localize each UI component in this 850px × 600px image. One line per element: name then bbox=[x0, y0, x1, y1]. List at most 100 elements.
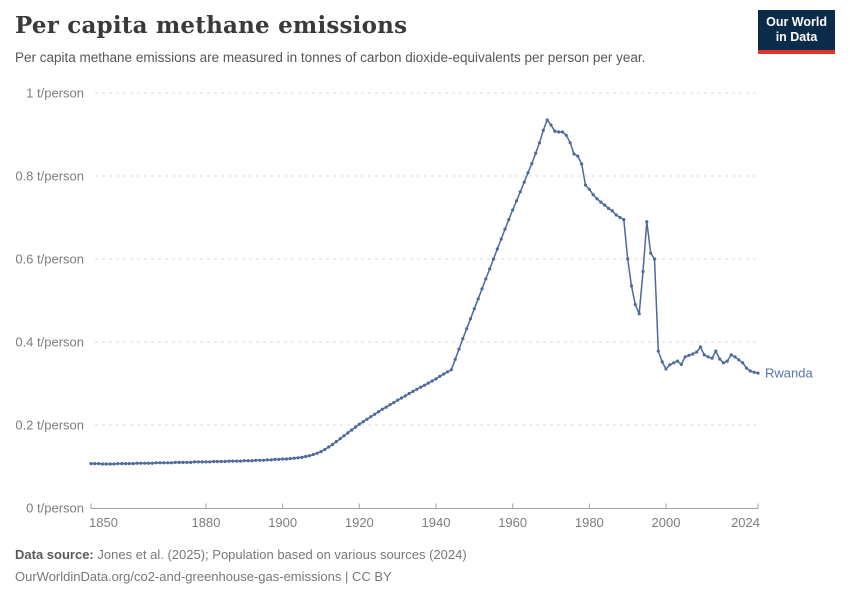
data-point[interactable] bbox=[672, 361, 676, 365]
data-point[interactable] bbox=[146, 461, 151, 465]
data-point[interactable] bbox=[641, 269, 645, 274]
data-point[interactable] bbox=[442, 372, 446, 376]
data-point[interactable] bbox=[603, 203, 607, 207]
data-point[interactable] bbox=[522, 180, 526, 184]
data-point[interactable] bbox=[541, 128, 545, 132]
data-point[interactable] bbox=[380, 407, 384, 411]
data-point[interactable] bbox=[476, 297, 480, 301]
data-point[interactable] bbox=[265, 458, 269, 462]
data-point[interactable] bbox=[143, 461, 147, 465]
data-point[interactable] bbox=[511, 208, 515, 212]
data-point[interactable] bbox=[357, 422, 361, 426]
data-point[interactable] bbox=[633, 303, 637, 307]
data-point[interactable] bbox=[480, 287, 484, 291]
data-point[interactable] bbox=[284, 457, 289, 461]
data-point[interactable] bbox=[698, 345, 703, 349]
data-point[interactable] bbox=[288, 457, 292, 461]
data-point[interactable] bbox=[668, 363, 672, 367]
owid-logo[interactable]: Our World in Data bbox=[758, 10, 835, 54]
data-point[interactable] bbox=[461, 337, 465, 341]
data-point[interactable] bbox=[449, 368, 453, 372]
series-dots-rwanda[interactable] bbox=[89, 118, 760, 466]
data-point[interactable] bbox=[346, 431, 350, 435]
data-point[interactable] bbox=[181, 460, 185, 464]
data-point[interactable] bbox=[664, 367, 668, 371]
data-point[interactable] bbox=[200, 460, 204, 464]
data-point[interactable] bbox=[116, 462, 120, 466]
data-point[interactable] bbox=[748, 369, 752, 373]
data-point[interactable] bbox=[327, 445, 331, 449]
data-point[interactable] bbox=[514, 199, 519, 203]
data-point[interactable] bbox=[652, 257, 657, 261]
data-point[interactable] bbox=[553, 129, 557, 133]
data-point[interactable] bbox=[626, 257, 630, 261]
series-line-rwanda[interactable] bbox=[91, 119, 759, 465]
data-point[interactable] bbox=[208, 460, 212, 464]
data-point[interactable] bbox=[296, 456, 300, 460]
data-point[interactable] bbox=[131, 462, 135, 466]
data-point[interactable] bbox=[93, 462, 97, 466]
data-point[interactable] bbox=[235, 459, 239, 463]
data-point[interactable] bbox=[434, 377, 438, 381]
data-point[interactable] bbox=[162, 461, 166, 465]
data-point[interactable] bbox=[507, 218, 511, 222]
data-point[interactable] bbox=[411, 389, 415, 393]
data-point[interactable] bbox=[729, 353, 733, 357]
data-point[interactable] bbox=[537, 141, 542, 145]
data-point[interactable] bbox=[323, 447, 327, 452]
data-point[interactable] bbox=[530, 162, 534, 166]
data-point[interactable] bbox=[173, 460, 177, 464]
data-point[interactable] bbox=[361, 420, 365, 424]
data-point[interactable] bbox=[315, 451, 319, 455]
data-point[interactable] bbox=[261, 458, 266, 462]
data-point[interactable] bbox=[637, 312, 641, 316]
data-point[interactable] bbox=[388, 403, 392, 407]
data-point[interactable] bbox=[568, 141, 572, 145]
data-point[interactable] bbox=[710, 356, 714, 360]
data-point[interactable] bbox=[154, 461, 158, 465]
data-point[interactable] bbox=[100, 462, 105, 466]
data-point[interactable] bbox=[242, 459, 246, 463]
data-point[interactable] bbox=[189, 460, 193, 464]
data-point[interactable] bbox=[300, 455, 304, 459]
data-point[interactable] bbox=[135, 461, 139, 465]
data-point[interactable] bbox=[733, 355, 737, 359]
data-point[interactable] bbox=[468, 317, 473, 321]
data-point[interactable] bbox=[330, 442, 335, 447]
data-point[interactable] bbox=[319, 450, 323, 454]
data-point[interactable] bbox=[591, 193, 595, 197]
data-point[interactable] bbox=[495, 247, 499, 251]
data-point[interactable] bbox=[384, 405, 388, 409]
data-point[interactable] bbox=[120, 462, 124, 466]
data-point[interactable] bbox=[97, 462, 101, 466]
data-point[interactable] bbox=[614, 213, 618, 217]
data-point[interactable] bbox=[503, 227, 507, 231]
data-point[interactable] bbox=[269, 458, 273, 462]
data-point[interactable] bbox=[741, 361, 745, 365]
data-point[interactable] bbox=[618, 215, 622, 220]
data-point[interactable] bbox=[549, 123, 553, 127]
data-point[interactable] bbox=[702, 353, 706, 357]
data-point[interactable] bbox=[392, 401, 396, 405]
data-point[interactable] bbox=[212, 459, 216, 464]
data-point[interactable] bbox=[534, 151, 538, 155]
data-point[interactable] bbox=[484, 277, 488, 281]
data-point[interactable] bbox=[572, 152, 576, 156]
data-point[interactable] bbox=[338, 437, 342, 441]
data-point[interactable] bbox=[185, 460, 189, 464]
data-point[interactable] bbox=[238, 459, 243, 463]
data-point[interactable] bbox=[714, 349, 718, 353]
data-point[interactable] bbox=[737, 358, 741, 362]
data-point[interactable] bbox=[595, 197, 599, 201]
data-point[interactable] bbox=[649, 251, 653, 255]
data-point[interactable] bbox=[89, 462, 93, 466]
data-point[interactable] bbox=[342, 434, 346, 438]
license-link[interactable]: OurWorldinData.org/co2-and-greenhouse-ga… bbox=[15, 569, 392, 584]
data-point[interactable] bbox=[457, 347, 461, 351]
data-point[interactable] bbox=[258, 458, 262, 462]
data-point[interactable] bbox=[675, 359, 680, 363]
data-point[interactable] bbox=[127, 462, 131, 466]
data-point[interactable] bbox=[610, 209, 614, 213]
data-point[interactable] bbox=[472, 307, 476, 311]
entity-label-rwanda[interactable]: Rwanda bbox=[765, 366, 813, 381]
